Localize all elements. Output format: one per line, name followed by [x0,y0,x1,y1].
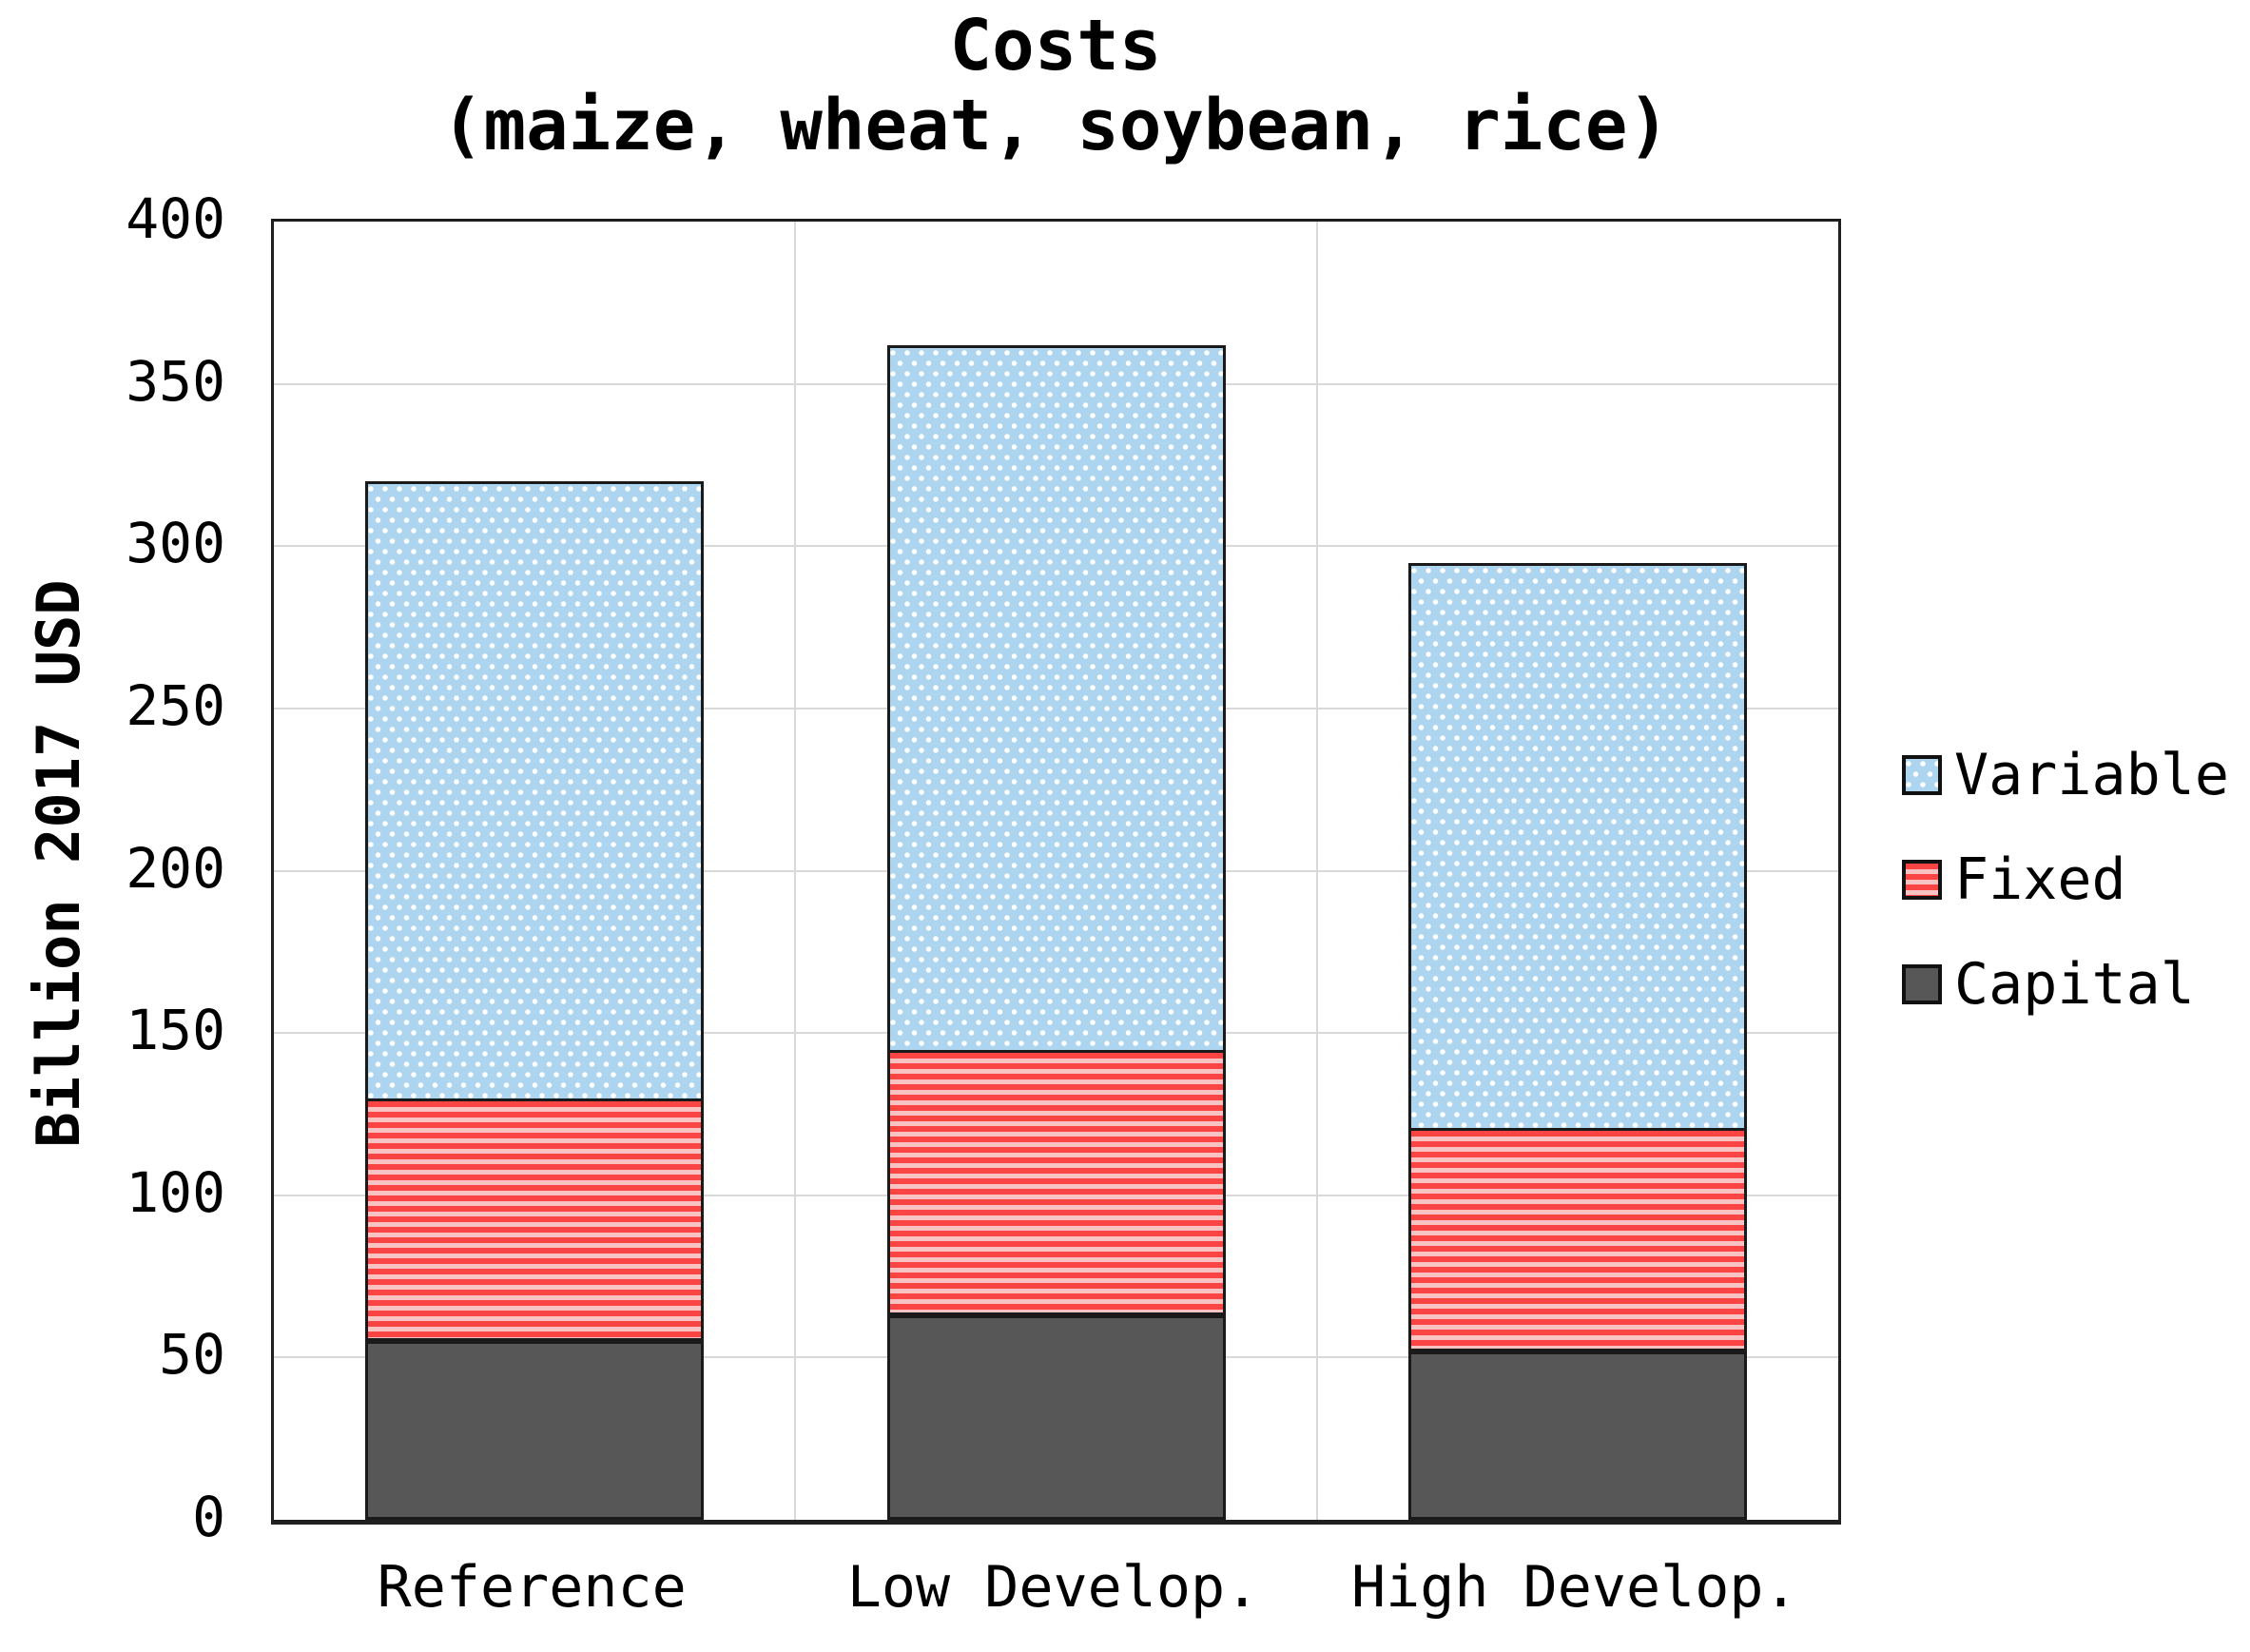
bar-reference-fixed [365,1098,705,1342]
bar-high-develop-variable [1407,562,1747,1131]
legend-swatch-capital [1902,964,1942,1004]
y-tick-250: 250 [126,672,225,738]
bar-reference-capital [365,1341,705,1520]
bar-low-develop-variable [886,345,1226,1053]
x-label-low-develop: Low Develop. [846,1554,1260,1621]
gridline-v-2 [1315,222,1318,1520]
y-tick-300: 300 [126,511,225,576]
x-label-high-develop: High Develop. [1351,1554,1798,1621]
y-tick-200: 200 [126,835,225,901]
bar-high-develop-capital [1407,1351,1747,1520]
x-label-reference: Reference [377,1554,687,1621]
bar-low-develop-fixed [886,1049,1226,1316]
legend-swatch-fixed [1902,860,1942,900]
legend-item-fixed: Fixed [1902,845,2126,915]
y-tick-0: 0 [192,1485,225,1549]
chart-title-line2: (maize, wheat, soybean, rice) [440,85,1670,166]
bar-reference-variable [365,481,705,1101]
legend-label-capital: Capital [1954,951,2195,1018]
y-tick-100: 100 [126,1159,225,1225]
y-tick-150: 150 [126,998,225,1063]
y-tick-50: 50 [159,1322,225,1388]
legend-label-variable: Variable [1954,742,2229,808]
legend-item-capital: Capital [1902,949,2195,1020]
y-tick-350: 350 [126,348,225,414]
bar-low-develop-capital [886,1315,1226,1520]
bar-high-develop-fixed [1407,1127,1747,1351]
gridline-v-1 [794,222,797,1520]
plot-area [271,219,1841,1525]
y-tick-400: 400 [126,186,225,251]
legend-item-variable: Variable [1902,740,2229,810]
chart-title: Costs (maize, wheat, soybean, rice) [228,6,1883,165]
legend-swatch-variable [1902,755,1942,795]
legend-label-fixed: Fixed [1954,846,2126,913]
chart-title-line1: Costs [949,5,1162,87]
